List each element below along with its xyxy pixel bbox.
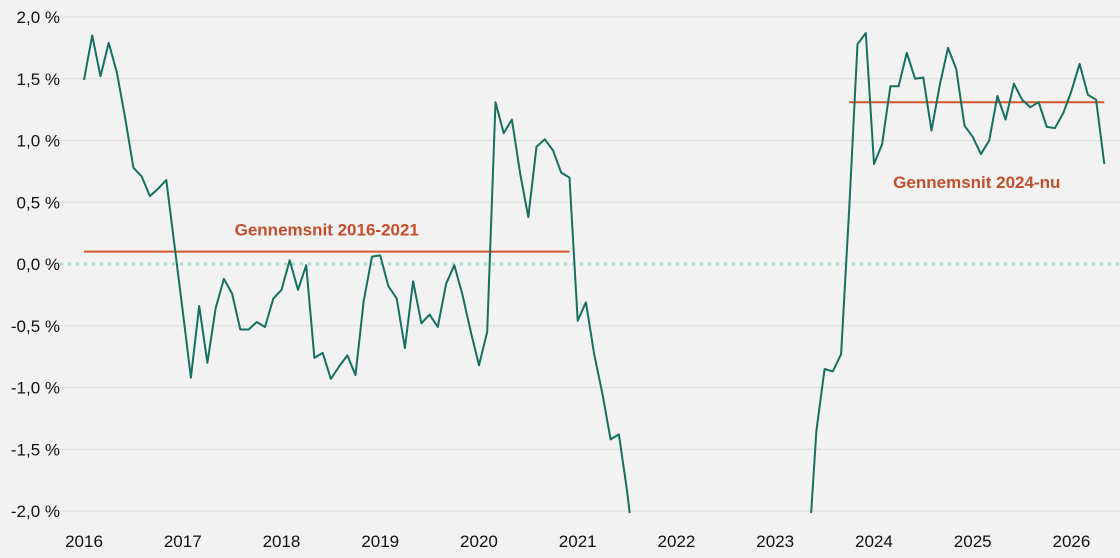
- x-tick-label: 2019: [361, 532, 399, 551]
- average-label: Gennemsnit 2016-2021: [235, 221, 419, 240]
- x-tick-label: 2022: [658, 532, 696, 551]
- x-axis-ticks: 2016 2017 2018 2019 2020 2021 2022 2023 2024 2025…: [65, 532, 1090, 551]
- x-tick-label: 2020: [460, 532, 498, 551]
- x-tick-label: 2017: [164, 532, 202, 551]
- average-annotations: Gennemsnit 2016-2021 Gennemsnit 2024-nu: [235, 173, 1061, 239]
- y-axis-ticks: 2,0 % 1,5 % 1,0 % 0,5 % 0,0 % -0,5 % -1,0 % -1,…: [11, 8, 60, 521]
- y-tick-label: 1,5 %: [17, 70, 60, 89]
- average-lines: [84, 101, 1105, 253]
- x-tick-label: 2018: [263, 532, 301, 551]
- x-tick-label: 2024: [855, 532, 893, 551]
- y-tick-label: 2,0 %: [17, 8, 60, 27]
- series-line: [83, 32, 1106, 513]
- x-tick-label: 2021: [559, 532, 597, 551]
- y-tick-label: -2,0 %: [11, 502, 60, 521]
- y-tick-label: -1,5 %: [11, 440, 60, 459]
- y-tick-label: 0,0 %: [17, 255, 60, 274]
- x-tick-label: 2023: [756, 532, 794, 551]
- average-label: Gennemsnit 2024-nu: [893, 173, 1060, 192]
- y-tick-label: -1,0 %: [11, 379, 60, 398]
- x-tick-label: 2025: [954, 532, 992, 551]
- y-tick-label: -0,5 %: [11, 317, 60, 336]
- y-tick-label: 0,5 %: [17, 193, 60, 212]
- x-tick-label: 2016: [65, 532, 103, 551]
- x-tick-label: 2026: [1053, 532, 1091, 551]
- y-tick-label: 1,0 %: [17, 132, 60, 151]
